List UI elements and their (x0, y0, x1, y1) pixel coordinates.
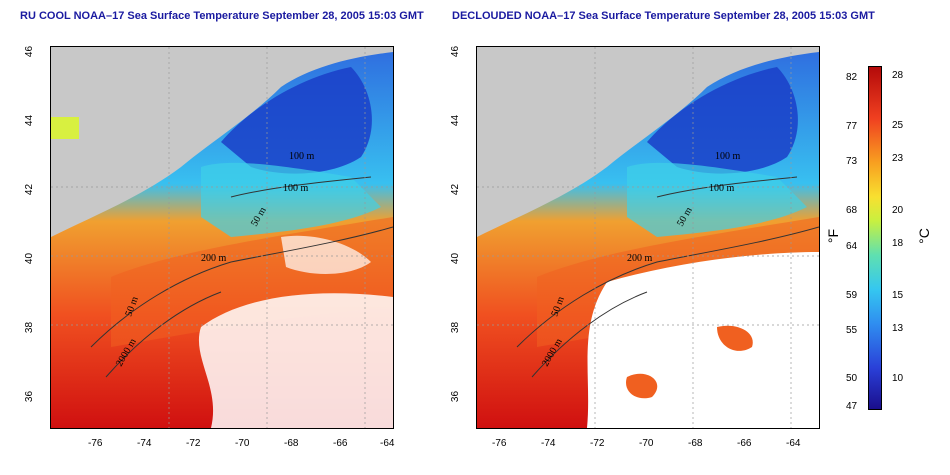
lat-tick-label: 42 (450, 183, 462, 196)
lat-tick-label: 40 (450, 252, 462, 265)
lat-tick-label: 36 (450, 390, 462, 403)
contour-label: 100 m (289, 151, 315, 162)
lon-tick-label: -74 (137, 438, 152, 449)
celsius-tick: 20 (892, 205, 904, 216)
fahrenheit-tick: 50 (846, 373, 858, 384)
lon-tick-label: -70 (235, 438, 250, 449)
left-map-graphic: 100 m 100 m 50 m 200 m 50 m 2000 m (51, 47, 393, 428)
contour-label: 100 m (283, 183, 309, 194)
lon-tick-label: -66 (333, 438, 348, 449)
right-map-title: DECLOUDED NOAA–17 Sea Surface Temperatur… (452, 10, 875, 22)
contour-label: 200 m (627, 253, 653, 264)
fahrenheit-tick: 77 (846, 121, 858, 132)
fahrenheit-tick: 73 (846, 156, 858, 167)
lon-tick-label: -64 (380, 438, 395, 449)
celsius-tick: 18 (892, 238, 904, 249)
celsius-tick: 10 (892, 373, 904, 384)
lat-tick-label: 46 (24, 45, 36, 58)
right-sst-map: 100 m 100 m 50 m 200 m 50 m 2000 m (476, 46, 820, 429)
lon-tick-label: -76 (88, 438, 103, 449)
celsius-unit-label: °C (915, 228, 932, 244)
fahrenheit-tick: 82 (846, 72, 858, 83)
lon-tick-label: -72 (590, 438, 605, 449)
lon-tick-label: -66 (737, 438, 752, 449)
fahrenheit-tick: 47 (846, 401, 858, 412)
fahrenheit-tick: 68 (846, 205, 858, 216)
contour-label: 100 m (709, 183, 735, 194)
fahrenheit-unit-label: °F (825, 228, 842, 244)
lat-tick-label: 46 (450, 45, 462, 58)
celsius-tick: 25 (892, 120, 904, 131)
celsius-tick: 23 (892, 153, 904, 164)
fahrenheit-tick: 59 (846, 290, 858, 301)
left-map-title: RU COOL NOAA–17 Sea Surface Temperature … (20, 10, 424, 22)
fahrenheit-tick: 64 (846, 241, 858, 252)
lat-tick-label: 38 (24, 321, 36, 334)
fahrenheit-tick: 55 (846, 325, 858, 336)
lon-tick-label: -72 (186, 438, 201, 449)
contour-label: 100 m (715, 151, 741, 162)
temperature-colorbar (868, 66, 882, 410)
contour-label: 200 m (201, 253, 227, 264)
lon-tick-label: -76 (492, 438, 507, 449)
celsius-tick: 13 (892, 323, 904, 334)
lon-tick-label: -74 (541, 438, 556, 449)
celsius-tick: 15 (892, 290, 904, 301)
lat-tick-label: 44 (450, 114, 462, 127)
lat-tick-label: 38 (450, 321, 462, 334)
celsius-tick: 28 (892, 70, 904, 81)
lat-tick-label: 42 (24, 183, 36, 196)
lon-tick-label: -68 (688, 438, 703, 449)
lat-tick-label: 36 (24, 390, 36, 403)
right-map-graphic: 100 m 100 m 50 m 200 m 50 m 2000 m (477, 47, 819, 428)
lon-tick-label: -68 (284, 438, 299, 449)
lat-tick-label: 40 (24, 252, 36, 265)
left-sst-map: 100 m 100 m 50 m 200 m 50 m 2000 m (50, 46, 394, 429)
lon-tick-label: -70 (639, 438, 654, 449)
lat-tick-label: 44 (24, 114, 36, 127)
lon-tick-label: -64 (786, 438, 801, 449)
